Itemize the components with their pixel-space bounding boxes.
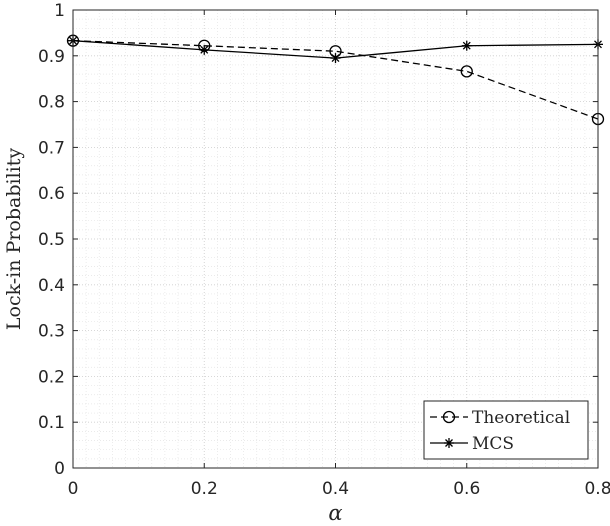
legend-label: Theoretical — [472, 408, 570, 428]
ticks-layer — [72, 9, 599, 469]
x-axis-label: α — [328, 501, 342, 525]
data-point-circle — [460, 65, 473, 78]
legend: Theoretical MCS — [423, 400, 589, 460]
y-tick-label: 0.8 — [38, 93, 65, 113]
y-tick-label: 0.5 — [38, 230, 65, 250]
data-point-asterisk — [461, 40, 472, 51]
y-tick-label: 0 — [54, 459, 65, 479]
asterisk-stroke — [445, 439, 453, 447]
y-tick-label: 0.1 — [38, 413, 65, 433]
y-tick-label: 0.6 — [38, 184, 65, 204]
x-tick-label: 0.8 — [584, 479, 610, 499]
y-tick-label: 0.7 — [38, 138, 65, 158]
y-tick-label: 1 — [54, 1, 65, 21]
y-tick-label: 0.4 — [38, 276, 65, 296]
y-tick-label: 0.2 — [38, 367, 65, 387]
y-axis-label: Lock-in Probability — [3, 148, 25, 330]
legend-entry: MCS — [430, 434, 514, 454]
legend-entry: Theoretical — [430, 408, 570, 428]
y-tick-label: 0.3 — [38, 322, 65, 342]
asterisk-stroke — [462, 41, 471, 50]
legend-box — [423, 400, 589, 460]
asterisk-stroke — [200, 45, 209, 54]
y-tick-label: 0.9 — [38, 47, 65, 67]
data-point-asterisk — [330, 53, 341, 64]
x-tick-label: 0 — [68, 479, 79, 499]
data-point-asterisk — [444, 438, 454, 448]
x-tick-label: 0.4 — [322, 479, 349, 499]
legend-label: MCS — [472, 434, 514, 454]
data-point-circle — [442, 410, 456, 424]
x-tick-label: 0.2 — [191, 479, 218, 499]
data-point-asterisk — [199, 44, 210, 55]
series-line-1 — [72, 40, 599, 120]
tick-labels: 0 0.2 0.4 0.6 0.8 0 0.1 0.2 0.3 0.4 0.5 0.6 0.7 0.8 0.… — [38, 1, 610, 499]
asterisk-stroke — [331, 54, 340, 63]
x-tick-label: 0.6 — [453, 479, 480, 499]
